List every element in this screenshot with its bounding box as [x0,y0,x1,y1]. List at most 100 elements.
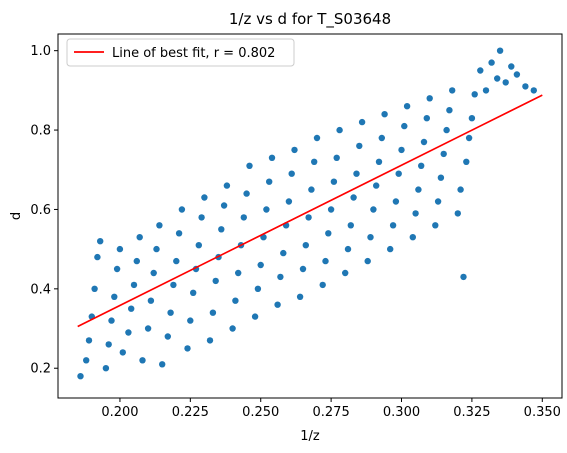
y-tick-label: 0.8 [30,124,51,139]
scatter-point [159,361,166,368]
x-tick-label: 0.275 [313,405,350,420]
scatter-point [513,71,521,78]
legend-label: Line of best fit, r = 0.802 [112,46,275,61]
scatter-point [113,265,121,273]
scatter-point [482,87,490,94]
scatter-point [178,206,186,213]
scatter-point [409,234,416,241]
scatter-point [175,230,183,237]
best-fit-line [77,94,543,328]
scatter-point [77,373,84,380]
scatter-point [446,107,453,114]
legend: Line of best fit, r = 0.802 [66,38,295,67]
legend-frame [66,38,295,67]
x-axis-ticks: 0.200 0.225 0.250 0.275 0.300 0.325 0.350 [101,398,561,420]
scatter-point [432,222,439,229]
scatter-point [449,87,456,94]
scatter-point [460,273,467,281]
scatter-point [198,214,205,221]
scatter-point [209,309,217,316]
scatter-point [353,170,360,177]
scatter-point [105,341,112,348]
x-tick-label: 0.325 [453,405,490,420]
scatter-point [463,158,470,165]
scatter-point [254,285,262,292]
scatter-point [325,230,332,237]
scatter-point [440,150,447,158]
scatter-point [235,269,242,277]
scatter-point [187,317,194,324]
scatter-point [206,337,214,344]
scatter-point [243,190,250,197]
scatter-point [398,146,405,154]
x-tick-label: 0.250 [242,405,279,420]
chart-title: 1/z vs d for T_S03648 [229,10,391,29]
scatter-point [330,178,338,185]
scatter-point [201,194,208,201]
scatter-point [268,154,276,161]
scatter-point [139,357,146,364]
scatter-point [389,222,397,229]
scatter-point [336,126,343,134]
scatter-point [313,134,321,142]
scatter-point [364,257,371,265]
scatter-point [125,329,132,336]
scatter-point [378,134,385,142]
scatter-point [392,198,400,205]
scatter-point [347,222,354,229]
scatter-point [358,118,366,126]
plot-frame [57,33,563,399]
scatter-point [266,178,273,185]
y-tick-label: 0.4 [30,282,51,297]
scatter-point [97,238,104,245]
scatter-point [257,261,264,269]
scatter-point [434,198,442,205]
scatter-point [223,182,231,189]
y-tick-label: 1.0 [30,44,51,59]
scatter-point [91,285,98,292]
scatter-point [133,257,140,265]
scatter-point [232,297,239,304]
scatter-point [229,325,236,332]
scatter-point [291,146,298,154]
scatter-point [311,158,318,165]
scatter-point [156,222,163,229]
scatter-point [212,277,219,285]
scatter-point [381,111,388,118]
scatter-point [218,226,225,233]
scatter-point [333,154,340,161]
scatter-point [220,202,228,209]
scatter-point [147,297,155,304]
scatter-point [370,206,377,213]
scatter-point [415,186,422,193]
scatter-point [423,115,430,122]
scatter-point [83,357,90,364]
scatter-point [395,170,402,177]
x-tick-label: 0.200 [101,405,138,420]
scatter-point [288,170,295,177]
x-tick-label: 0.350 [524,405,561,420]
scatter-point [373,182,380,189]
scatter-point [412,210,419,217]
scatter-point [350,194,357,201]
scatter-point [367,234,374,241]
scatter-point [153,245,160,253]
scatter-point [302,242,309,249]
scatter-point [401,122,408,130]
y-tick-label: 0.6 [30,203,51,218]
scatter-point [280,249,287,257]
y-tick-label: 0.2 [30,362,51,377]
scatter-point [327,206,335,213]
scatter-point [299,265,307,273]
scatter-point [465,134,473,142]
scatter-point [522,83,529,90]
scatter-point [263,206,270,213]
scatter-point [119,349,127,356]
scatter-point [116,245,124,253]
scatter-point [437,174,445,181]
scatter-point [319,281,326,289]
scatter-point [443,126,450,134]
scatter-point [184,345,191,352]
scatter-point [530,87,537,94]
